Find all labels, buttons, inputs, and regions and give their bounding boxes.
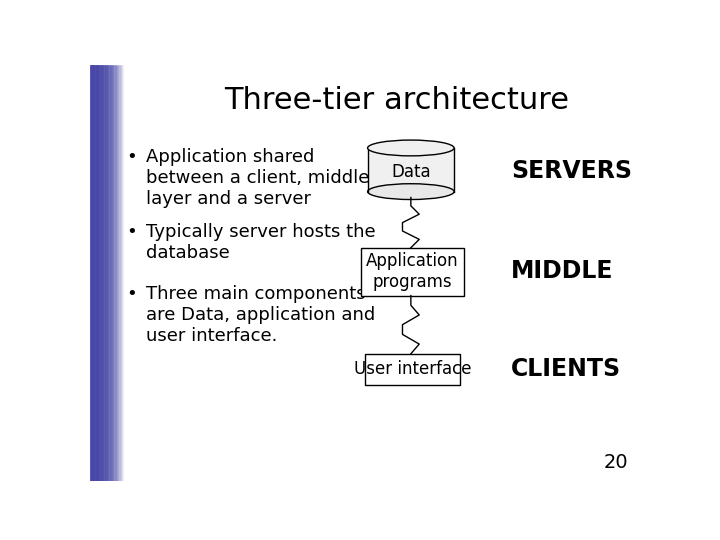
Text: •: • xyxy=(127,223,138,241)
Text: Application shared
between a client, middle
layer and a server: Application shared between a client, mid… xyxy=(145,148,369,207)
Text: User interface: User interface xyxy=(354,360,472,379)
Ellipse shape xyxy=(368,140,454,156)
Text: •: • xyxy=(127,285,138,303)
Text: •: • xyxy=(127,148,138,166)
Text: CLIENTS: CLIENTS xyxy=(511,357,621,381)
Bar xyxy=(361,248,464,295)
Text: Three-tier architecture: Three-tier architecture xyxy=(225,85,570,114)
Bar xyxy=(365,354,460,385)
Text: Data: Data xyxy=(391,164,431,181)
Bar xyxy=(368,148,454,192)
Text: 20: 20 xyxy=(604,453,629,472)
Ellipse shape xyxy=(368,184,454,199)
Text: Three main components
are Data, application and
user interface.: Three main components are Data, applicat… xyxy=(145,285,375,345)
Text: Application
programs: Application programs xyxy=(366,252,459,291)
Text: Typically server hosts the
database: Typically server hosts the database xyxy=(145,223,375,261)
Text: MIDDLE: MIDDLE xyxy=(511,259,613,284)
Text: SERVERS: SERVERS xyxy=(511,159,632,183)
